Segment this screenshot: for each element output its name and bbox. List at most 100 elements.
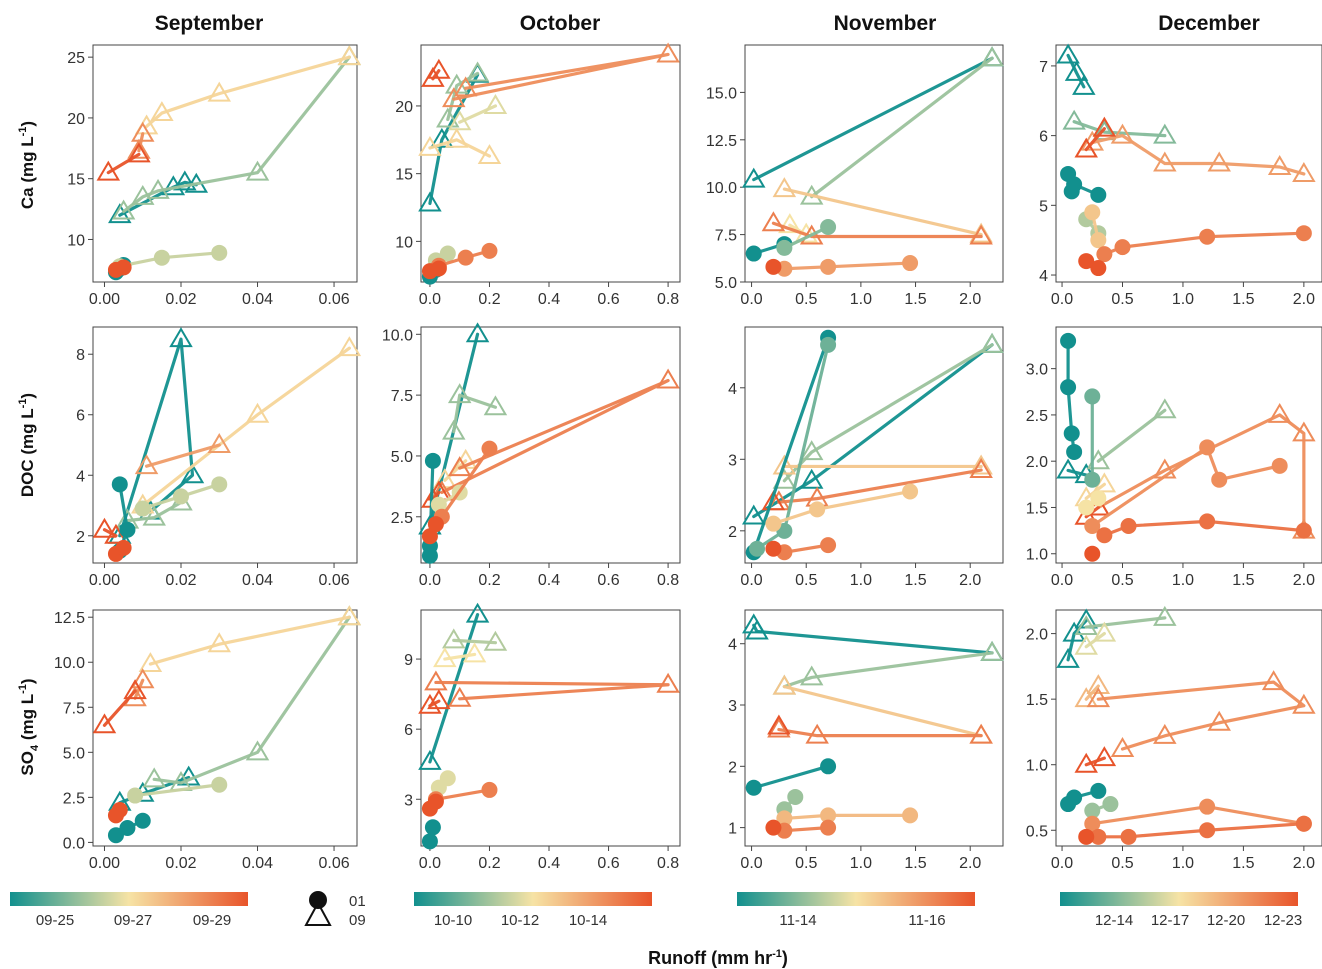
data-point-triangle xyxy=(656,672,680,693)
x-tick-label: 0.00 xyxy=(89,291,120,308)
data-point-circle xyxy=(1066,789,1083,806)
data-point-triangle xyxy=(245,160,270,181)
y-tick-label: 3 xyxy=(404,792,413,809)
data-point-triangle xyxy=(130,121,155,142)
data-point-triangle xyxy=(1074,137,1098,158)
data-point-triangle xyxy=(96,160,121,181)
series-line-site-09 xyxy=(144,443,221,468)
data-point-triangle xyxy=(1074,615,1098,636)
x-tick-label: 0.06 xyxy=(318,572,349,589)
y-tick-label: 1 xyxy=(728,821,737,838)
shape-legend: 01 09 xyxy=(304,891,366,929)
month-title-september: September xyxy=(155,12,264,35)
x-tick-label: 0.4 xyxy=(538,855,560,872)
y-tick-label: 0.5 xyxy=(1026,823,1048,840)
x-tick-label: 0.4 xyxy=(538,291,560,308)
data-point-triangle xyxy=(741,504,766,525)
data-point-circle xyxy=(765,258,782,275)
series-line-site-01 xyxy=(1102,231,1306,256)
data-point-triangle xyxy=(1261,670,1286,691)
data-point-triangle xyxy=(134,454,159,475)
data-point-circle xyxy=(787,788,804,805)
x-tick-label: 0.0 xyxy=(740,572,762,589)
data-point-triangle xyxy=(180,463,205,484)
x-tick-label: 2.0 xyxy=(1293,572,1315,589)
data-point-circle xyxy=(427,793,444,810)
y-tick-label: 1.0 xyxy=(1026,547,1048,564)
panel-doc-september: 0.00 0.02 0.04 0.06 2 4 6 8 xyxy=(76,326,362,589)
data-point-circle xyxy=(111,476,128,493)
series-line-site-09 xyxy=(1066,468,1088,477)
data-point-triangle xyxy=(1153,123,1177,144)
y-tick-label: 4 xyxy=(728,381,737,398)
data-point-triangle xyxy=(441,628,466,649)
y-tick-label: 15 xyxy=(67,172,85,189)
y-tick-label: 12.5 xyxy=(54,610,85,627)
x-tick-label: 1.5 xyxy=(1232,855,1254,872)
data-point-triangle xyxy=(1110,737,1135,757)
colorbar-label: 09-29 xyxy=(193,912,231,929)
data-point-triangle xyxy=(207,81,232,102)
data-point-triangle xyxy=(483,630,508,651)
x-tick-label: 0.5 xyxy=(795,855,817,872)
series-line-site-09 xyxy=(440,378,670,495)
data-point-triangle xyxy=(741,167,766,188)
data-point-circle xyxy=(173,488,189,505)
series-line-site-09 xyxy=(141,346,351,508)
data-point-circle xyxy=(820,219,837,236)
data-point-circle xyxy=(1090,232,1107,249)
data-point-circle xyxy=(439,245,456,262)
data-point-circle xyxy=(1199,228,1216,245)
data-point-triangle xyxy=(245,740,270,761)
data-point-triangle xyxy=(1092,621,1117,642)
y-tick-label: 1.5 xyxy=(1026,692,1048,709)
y-tick-label: 6 xyxy=(1039,129,1048,146)
x-tick-label: 0.4 xyxy=(538,572,560,589)
data-point-triangle xyxy=(1153,605,1177,626)
x-tick-label: 1.5 xyxy=(904,855,926,872)
data-point-circle xyxy=(1084,802,1101,819)
series-line-site-09 xyxy=(1084,616,1167,629)
x-tick-label: 0.8 xyxy=(657,572,679,589)
colorbar-label: 10-10 xyxy=(434,912,472,929)
series-line-site-01 xyxy=(1066,339,1076,454)
panel-frame xyxy=(92,44,358,283)
data-point-circle xyxy=(107,827,124,844)
x-tick-label: 0.0 xyxy=(740,855,762,872)
legend-label-01: 01 xyxy=(349,893,366,910)
colorbar-label: 11-14 xyxy=(779,912,816,929)
data-point-circle xyxy=(776,810,793,827)
x-tick-label: 1.5 xyxy=(1232,572,1254,589)
x-tick-label: 1.5 xyxy=(904,572,926,589)
data-point-triangle xyxy=(418,191,442,212)
data-point-triangle xyxy=(111,199,136,220)
colorbar-gradient xyxy=(10,892,248,906)
data-point-circle xyxy=(765,515,782,532)
data-point-triangle xyxy=(1086,674,1111,695)
y-tick-label: 12.5 xyxy=(706,133,737,150)
series-line-site-01 xyxy=(1090,445,1282,528)
data-point-triangle xyxy=(150,101,174,122)
data-point-triangle xyxy=(1153,723,1177,744)
y-tick-label: 15.0 xyxy=(706,85,737,102)
y-tick-label: 9 xyxy=(404,652,413,669)
data-point-circle xyxy=(745,245,762,262)
series-line-site-09 xyxy=(782,685,983,738)
series-line-site-09 xyxy=(148,615,351,666)
series-line-site-09 xyxy=(434,680,670,701)
x-tick-label: 0.5 xyxy=(1111,572,1133,589)
data-point-triangle xyxy=(130,668,155,689)
data-point-triangle xyxy=(969,224,993,245)
data-point-triangle xyxy=(1207,151,1231,172)
data-point-circle xyxy=(902,255,919,272)
data-point-triangle xyxy=(778,213,802,234)
data-point-triangle xyxy=(656,368,680,389)
data-point-triangle xyxy=(108,203,132,224)
y-tick-label: 15 xyxy=(395,167,413,184)
x-tick-label: 0.04 xyxy=(242,855,273,872)
series-line-site-09 xyxy=(1096,413,1306,533)
data-point-triangle xyxy=(1086,687,1111,708)
data-point-triangle xyxy=(92,713,117,734)
